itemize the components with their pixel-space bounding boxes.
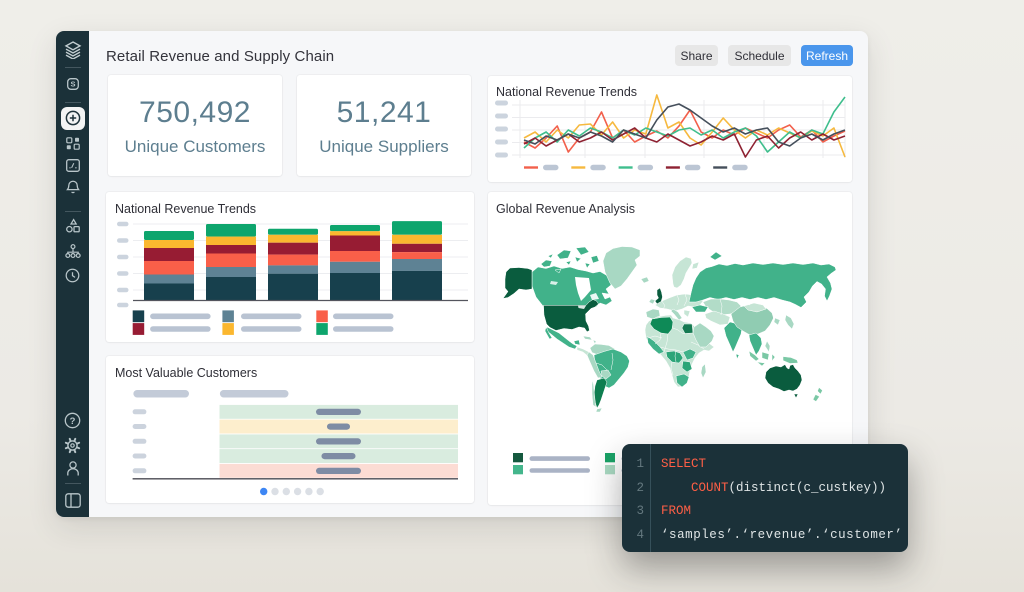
svg-text:?: ? <box>70 416 76 427</box>
svg-text:S: S <box>70 80 75 89</box>
